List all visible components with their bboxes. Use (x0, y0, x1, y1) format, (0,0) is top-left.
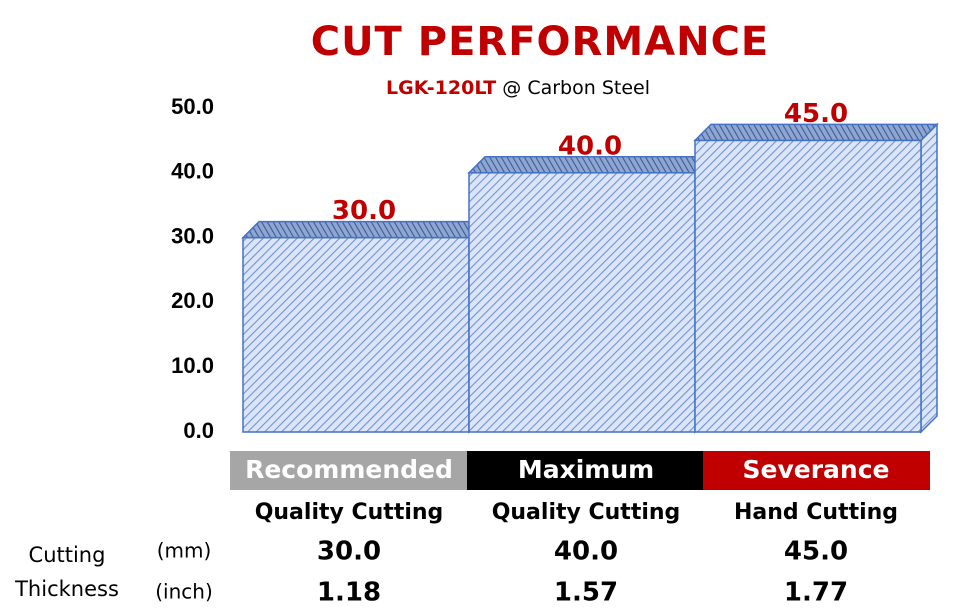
y-tick-label: 40.0 (171, 159, 214, 184)
y-tick-label: 0.0 (183, 418, 214, 443)
unit-label: (mm) (157, 539, 212, 563)
bar (242, 236, 470, 433)
subtitle-model: LGK-120LT (386, 77, 496, 99)
row-label: Cutting (29, 543, 106, 567)
table-cell: 30.0 (317, 537, 381, 567)
y-tick-label: 50.0 (171, 94, 214, 119)
bar (694, 139, 922, 433)
y-tick-label: 30.0 (171, 223, 214, 248)
category-label: Maximum (518, 455, 654, 484)
category-label: Severance (743, 455, 890, 484)
chart-subtitle: LGK-120LT @ Carbon Steel (386, 77, 650, 99)
category-band (467, 451, 703, 490)
category-band (230, 451, 467, 490)
category-label: Recommended (245, 455, 453, 484)
y-tick-label: 20.0 (171, 288, 214, 313)
bar (468, 172, 696, 433)
subcategory-label: Quality Cutting (255, 500, 444, 525)
value-label: 45.0 (784, 99, 848, 129)
table-cell: 1.77 (784, 578, 848, 608)
y-tick-label: 10.0 (171, 353, 214, 378)
value-label: 30.0 (332, 196, 396, 226)
bar-top (693, 123, 939, 142)
category-band (703, 451, 930, 490)
chart-title: CUT PERFORMANCE (311, 19, 770, 65)
subcategory-label: Quality Cutting (492, 500, 681, 525)
bar-side (920, 122, 938, 434)
subtitle-material: @ Carbon Steel (502, 77, 650, 99)
table-cell: 1.18 (317, 578, 381, 608)
value-label: 40.0 (558, 131, 622, 161)
table-cell: 1.57 (554, 578, 618, 608)
subcategory-label: Hand Cutting (734, 500, 898, 525)
row-label: Thickness (14, 577, 119, 601)
table-cell: 45.0 (784, 537, 848, 567)
unit-label: (inch) (155, 580, 213, 604)
table-cell: 40.0 (554, 537, 618, 567)
